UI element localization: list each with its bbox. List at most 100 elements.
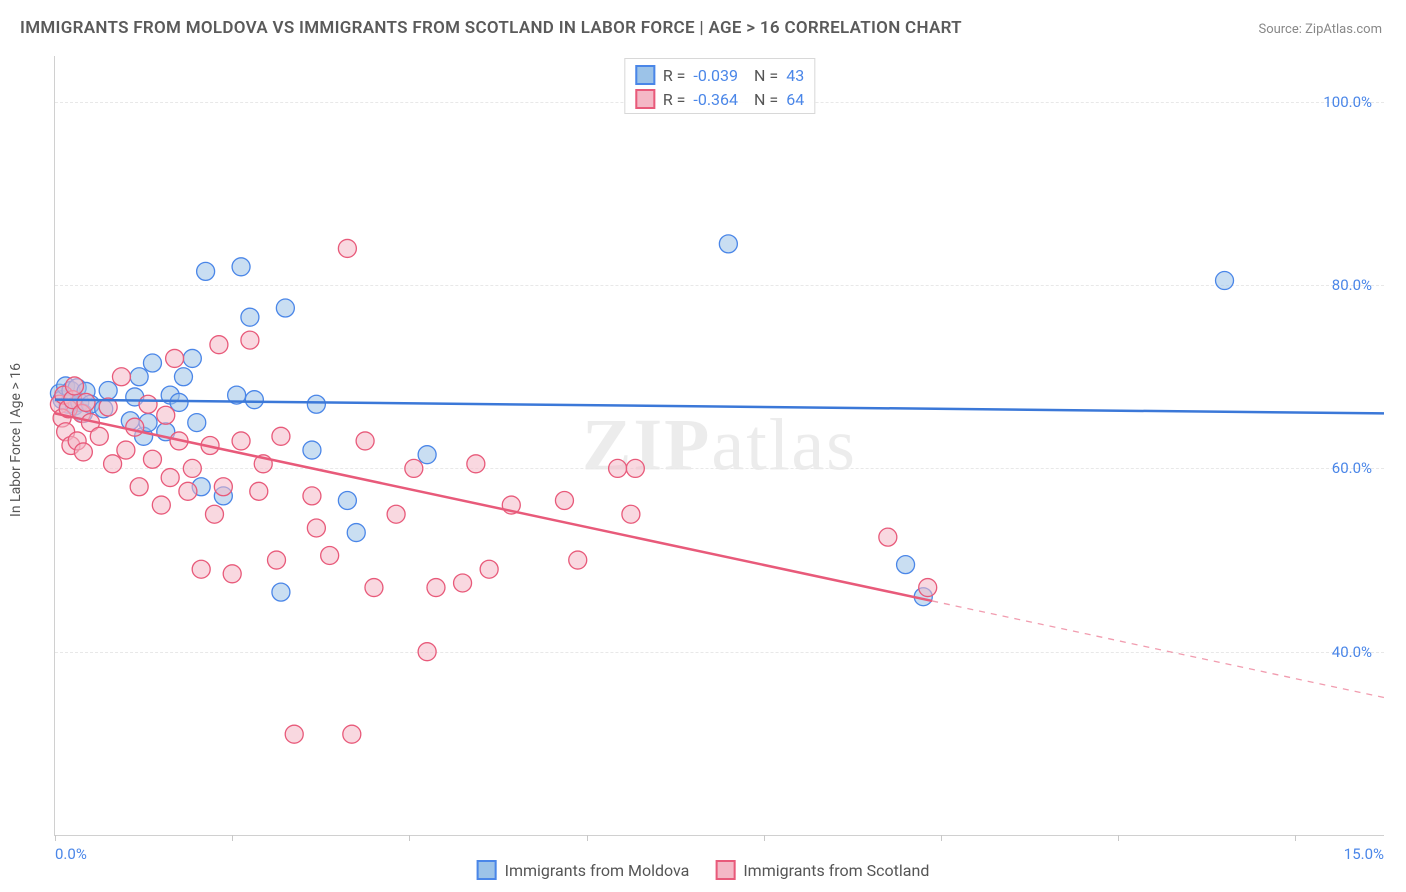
data-point-scotland xyxy=(480,560,498,578)
x-tick-mark xyxy=(941,835,942,841)
data-point-moldova xyxy=(245,391,263,409)
data-point-scotland xyxy=(387,505,405,523)
y-tick-label: 80.0% xyxy=(1332,276,1372,294)
data-point-scotland xyxy=(467,455,485,473)
data-point-scotland xyxy=(166,349,184,367)
data-point-scotland xyxy=(555,491,573,509)
data-point-moldova xyxy=(719,235,737,253)
x-tick-mark xyxy=(587,835,588,841)
data-point-moldova xyxy=(188,414,206,432)
data-point-scotland xyxy=(321,546,339,564)
data-point-scotland xyxy=(104,455,122,473)
legend-item-moldova: Immigrants from Moldova xyxy=(477,860,690,880)
data-point-scotland xyxy=(919,579,937,597)
data-point-moldova xyxy=(232,258,250,276)
y-axis-label: In Labor Force | Age > 16 xyxy=(8,363,24,517)
y-tick-label: 100.0% xyxy=(1323,93,1372,111)
data-point-scotland xyxy=(77,393,95,411)
legend-label-moldova: Immigrants from Moldova xyxy=(505,861,690,880)
stat-n-scotland: 64 xyxy=(786,90,804,109)
stat-r-label: R = xyxy=(663,66,686,85)
legend-label-scotland: Immigrants from Scotland xyxy=(743,861,929,880)
x-tick-mark xyxy=(1295,835,1296,841)
data-point-moldova xyxy=(197,262,215,280)
data-point-moldova xyxy=(143,354,161,372)
x-tick-mark xyxy=(55,835,56,841)
data-point-moldova xyxy=(241,308,259,326)
chart-title: IMMIGRANTS FROM MOLDOVA VS IMMIGRANTS FR… xyxy=(20,18,962,38)
data-point-moldova xyxy=(99,382,117,400)
data-point-scotland xyxy=(356,432,374,450)
x-tick-label: 15.0% xyxy=(1344,845,1384,863)
data-point-scotland xyxy=(161,469,179,487)
data-point-scotland xyxy=(569,551,587,569)
y-tick-label: 60.0% xyxy=(1332,459,1372,477)
legend-swatch-scotland xyxy=(715,860,735,880)
data-point-scotland xyxy=(609,459,627,477)
scatter-plot xyxy=(55,56,1384,835)
data-point-scotland xyxy=(65,377,83,395)
data-point-scotland xyxy=(405,459,423,477)
stats-legend: R = -0.039 N = 43 R = -0.364 N = 64 xyxy=(624,58,815,114)
data-point-scotland xyxy=(250,482,268,500)
data-point-scotland xyxy=(272,427,290,445)
regression-extrapolation-scotland xyxy=(932,601,1384,698)
data-point-moldova xyxy=(307,395,325,413)
stat-r-scotland: -0.364 xyxy=(693,90,738,109)
legend-swatch-scotland xyxy=(635,89,655,109)
data-point-scotland xyxy=(210,336,228,354)
data-point-moldova xyxy=(347,524,365,542)
data-point-scotland xyxy=(454,574,472,592)
data-point-scotland xyxy=(285,725,303,743)
data-point-scotland xyxy=(626,459,644,477)
chart-container: IMMIGRANTS FROM MOLDOVA VS IMMIGRANTS FR… xyxy=(0,0,1406,892)
stat-n-label: N = xyxy=(754,90,778,109)
data-point-scotland xyxy=(241,331,259,349)
data-point-scotland xyxy=(179,482,197,500)
data-point-scotland xyxy=(152,496,170,514)
stat-n-label: N = xyxy=(754,66,778,85)
data-point-moldova xyxy=(1216,272,1234,290)
legend-swatch-moldova xyxy=(635,65,655,85)
x-tick-mark xyxy=(764,835,765,841)
y-tick-label: 40.0% xyxy=(1332,643,1372,661)
data-point-scotland xyxy=(126,418,144,436)
data-point-scotland xyxy=(223,565,241,583)
data-point-scotland xyxy=(365,579,383,597)
data-point-scotland xyxy=(130,478,148,496)
stats-row-moldova: R = -0.039 N = 43 xyxy=(635,63,804,87)
data-point-scotland xyxy=(303,487,321,505)
data-point-scotland xyxy=(157,406,175,424)
data-point-moldova xyxy=(276,299,294,317)
plot-area: ZIPatlas 40.0%60.0%80.0%100.0% 0.0%15.0%… xyxy=(54,56,1384,836)
stat-n-moldova: 43 xyxy=(786,66,804,85)
data-point-scotland xyxy=(343,725,361,743)
legend-item-scotland: Immigrants from Scotland xyxy=(715,860,929,880)
data-point-scotland xyxy=(307,519,325,537)
data-point-scotland xyxy=(205,505,223,523)
source-name: ZipAtlas.com xyxy=(1305,22,1382,37)
data-point-scotland xyxy=(192,560,210,578)
data-point-scotland xyxy=(117,441,135,459)
data-point-scotland xyxy=(112,368,130,386)
data-point-scotland xyxy=(268,551,286,569)
data-point-moldova xyxy=(303,441,321,459)
data-point-moldova xyxy=(174,368,192,386)
x-tick-mark xyxy=(409,835,410,841)
data-point-moldova xyxy=(418,446,436,464)
x-tick-label: 0.0% xyxy=(55,845,87,863)
data-point-scotland xyxy=(879,528,897,546)
source-attribution: Source: ZipAtlas.com xyxy=(1258,22,1382,37)
data-point-scotland xyxy=(90,427,108,445)
source-prefix: Source: xyxy=(1258,22,1305,37)
stat-r-label: R = xyxy=(663,90,686,109)
stat-r-moldova: -0.039 xyxy=(693,66,738,85)
legend-swatch-moldova xyxy=(477,860,497,880)
data-point-scotland xyxy=(418,643,436,661)
data-point-scotland xyxy=(143,450,161,468)
data-point-moldova xyxy=(130,368,148,386)
x-tick-mark xyxy=(232,835,233,841)
data-point-moldova xyxy=(183,349,201,367)
data-point-scotland xyxy=(139,395,157,413)
stats-row-scotland: R = -0.364 N = 64 xyxy=(635,87,804,111)
